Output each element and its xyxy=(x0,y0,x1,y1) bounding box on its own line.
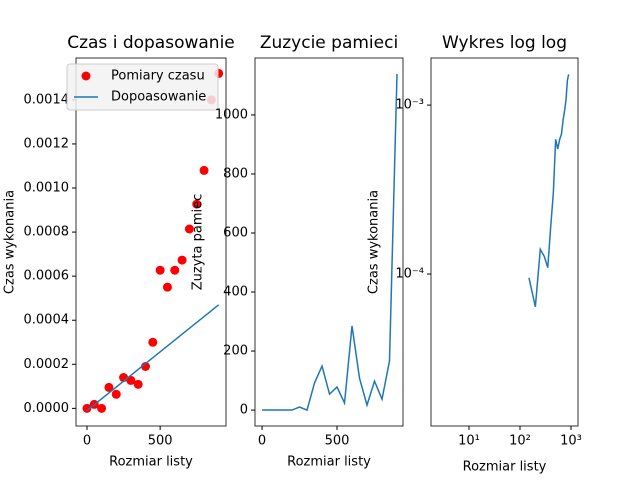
x-tick-label: 10² xyxy=(509,434,531,449)
plot-frame xyxy=(254,57,404,427)
x-axis-label: Rozmiar listy xyxy=(287,455,371,470)
y-tick-label: 10⁻³ xyxy=(395,98,424,113)
x-tick-label: 10³ xyxy=(560,434,582,449)
y-tick-label: 0.0006 xyxy=(24,269,70,284)
plot-frame xyxy=(75,57,227,427)
data-point xyxy=(104,382,114,392)
data-point xyxy=(133,379,143,389)
x-tick-label: 500 xyxy=(325,434,350,449)
data-point xyxy=(177,255,187,265)
y-axis-label: Czas wykonania xyxy=(367,190,382,294)
legend-marker xyxy=(81,71,91,81)
chart-title: Zuzycie pamieci xyxy=(260,33,398,53)
data-point xyxy=(148,337,158,347)
chart-title: Czas i dopasowanie xyxy=(67,33,235,53)
plot-frame xyxy=(430,57,579,427)
y-tick-label: 1000 xyxy=(215,107,248,122)
chart-title: Wykres log log xyxy=(442,33,567,53)
y-tick-label: 0.0014 xyxy=(24,92,70,107)
y-tick-label: 0.0000 xyxy=(24,401,70,416)
y-tick-label: 0.0002 xyxy=(24,357,70,372)
data-point xyxy=(155,265,165,275)
y-tick-label: 200 xyxy=(223,344,248,359)
data-line xyxy=(86,304,220,412)
x-tick-label: 0 xyxy=(258,434,266,449)
data-point xyxy=(97,403,107,413)
legend-label: Pomiary czasu xyxy=(111,69,205,84)
y-tick-label: 400 xyxy=(223,285,248,300)
y-tick-label: 800 xyxy=(223,166,248,181)
y-axis-label: Zuzyta pamiec xyxy=(191,194,206,291)
legend-box xyxy=(66,63,219,111)
y-tick-label: 0.0008 xyxy=(24,225,70,240)
legend-label: Dopoasowanie xyxy=(111,90,206,105)
y-tick-label: 0 xyxy=(240,403,248,418)
data-point xyxy=(162,282,172,292)
y-tick-label: 600 xyxy=(223,225,248,240)
y-axis-label: Czas wykonania xyxy=(3,190,18,294)
x-tick-label: 10¹ xyxy=(458,434,480,449)
y-tick-label: 0.0004 xyxy=(24,313,70,328)
x-axis-label: Rozmiar listy xyxy=(109,455,193,470)
x-tick-label: 0 xyxy=(83,434,91,449)
data-point xyxy=(141,362,151,372)
data-point xyxy=(111,389,121,399)
data-point xyxy=(170,265,180,275)
data-point xyxy=(184,224,194,234)
data-point xyxy=(126,375,136,385)
data-point xyxy=(192,199,202,209)
y-tick-label: 10⁻⁴ xyxy=(395,267,424,282)
data-line xyxy=(262,73,398,412)
y-tick-label: 0.0010 xyxy=(24,181,70,196)
data-point xyxy=(199,165,209,175)
x-tick-label: 500 xyxy=(148,434,173,449)
x-axis-label: Rozmiar listy xyxy=(463,460,547,475)
data-point xyxy=(82,403,92,413)
y-tick-label: 0.0012 xyxy=(24,136,70,151)
data-line xyxy=(528,74,570,307)
